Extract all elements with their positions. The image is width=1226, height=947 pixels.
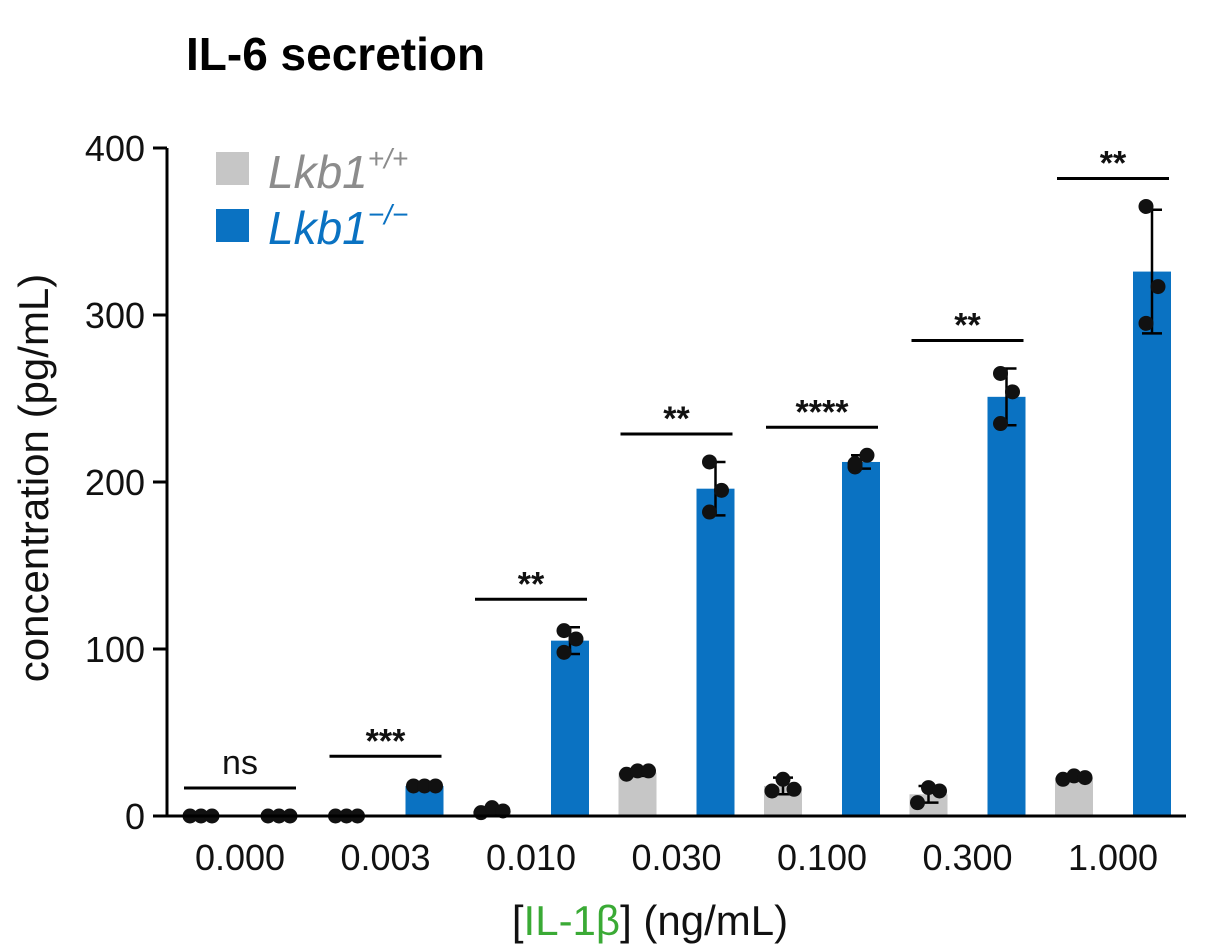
x-axis-label-open: [	[512, 897, 524, 944]
data-point-wt-4-2	[786, 781, 802, 797]
data-point-wt-4-0	[764, 783, 780, 799]
bar-ko-2	[551, 640, 589, 816]
data-point-wt-5-0	[910, 795, 925, 811]
y-axis-label: concentration (pg/mL)	[10, 274, 57, 683]
data-point-ko-5-2	[993, 416, 1008, 432]
data-point-ko-1-1	[417, 778, 432, 794]
y-tick-label-3: 300	[85, 295, 145, 336]
x-axis-label: [IL-1β] (ng/mL)	[512, 897, 788, 944]
x-axis-label-close: ] (ng/mL)	[620, 897, 788, 944]
x-axis-label-highlight: IL-1β	[524, 897, 621, 944]
significance-label-1: ***	[366, 722, 406, 760]
bar-ko-4	[842, 461, 880, 816]
y-tick-label-1: 100	[85, 629, 145, 670]
legend: Lkb1+/+ Lkb1−/−	[216, 143, 408, 254]
data-point-wt-3-2	[641, 763, 656, 779]
significance-label-2: **	[518, 565, 545, 603]
data-point-ko-3-2	[702, 504, 717, 520]
significance-label-5: **	[954, 306, 981, 344]
data-point-wt-5-2	[932, 783, 947, 799]
x-tick-label-4: 0.100	[777, 837, 867, 878]
data-point-wt-4-1	[775, 771, 791, 787]
y-tick-label-4: 400	[85, 128, 145, 169]
data-point-ko-1-0	[406, 778, 421, 794]
x-tick-label-5: 0.300	[922, 837, 1012, 878]
x-tick-label-0: 0.000	[195, 837, 285, 878]
significance-label-3: **	[663, 400, 690, 438]
data-point-wt-6-2	[1077, 770, 1093, 786]
data-point-wt-3-1	[630, 763, 645, 779]
data-point-ko-6-0	[1138, 198, 1154, 214]
bar-ko-5	[987, 396, 1026, 816]
data-point-ko-5-0	[993, 365, 1008, 381]
significance-label-0: ns	[222, 744, 258, 782]
data-point-ko-4-2	[847, 456, 863, 472]
x-tick-label-6: 1.000	[1068, 837, 1158, 878]
x-tick-label-3: 0.030	[631, 837, 721, 878]
bar-ko-3	[696, 488, 735, 816]
significance-label-6: **	[1100, 144, 1127, 182]
data-point-ko-2-2	[556, 644, 572, 660]
significance-label-4: ****	[796, 393, 850, 431]
x-tick-label-1: 0.003	[340, 837, 430, 878]
y-tick-label-0: 0	[125, 796, 145, 837]
data-point-ko-5-1	[1005, 384, 1020, 400]
axes: 0.000 0.003 0.010 0.030 0.100 0.300 1.000 0 100 2…	[85, 128, 1186, 878]
data-point-ko-3-0	[702, 454, 717, 470]
data-point-ko-3-1	[714, 482, 729, 498]
data-point-ko-6-2	[1138, 315, 1154, 331]
legend-swatch-wt	[216, 152, 249, 185]
data-point-wt-6-1	[1066, 768, 1082, 784]
legend-swatch-ko	[216, 209, 249, 242]
legend-label-wt: Lkb1+/+	[268, 143, 408, 198]
data-point-ko-4-1	[859, 447, 875, 463]
legend-label-ko: Lkb1−/−	[268, 199, 408, 254]
y-tick-label-2: 200	[85, 462, 145, 503]
data-point-ko-2-1	[568, 631, 584, 647]
data-point-ko-6-1	[1150, 279, 1166, 295]
bar-ko-6	[1133, 271, 1171, 817]
chart-marks: ns******* ********	[182, 144, 1171, 824]
chart-title: IL-6 secretion	[186, 28, 485, 80]
x-tick-label-2: 0.010	[486, 837, 576, 878]
data-point-ko-1-2	[428, 778, 443, 794]
data-point-ko-2-0	[556, 623, 572, 639]
